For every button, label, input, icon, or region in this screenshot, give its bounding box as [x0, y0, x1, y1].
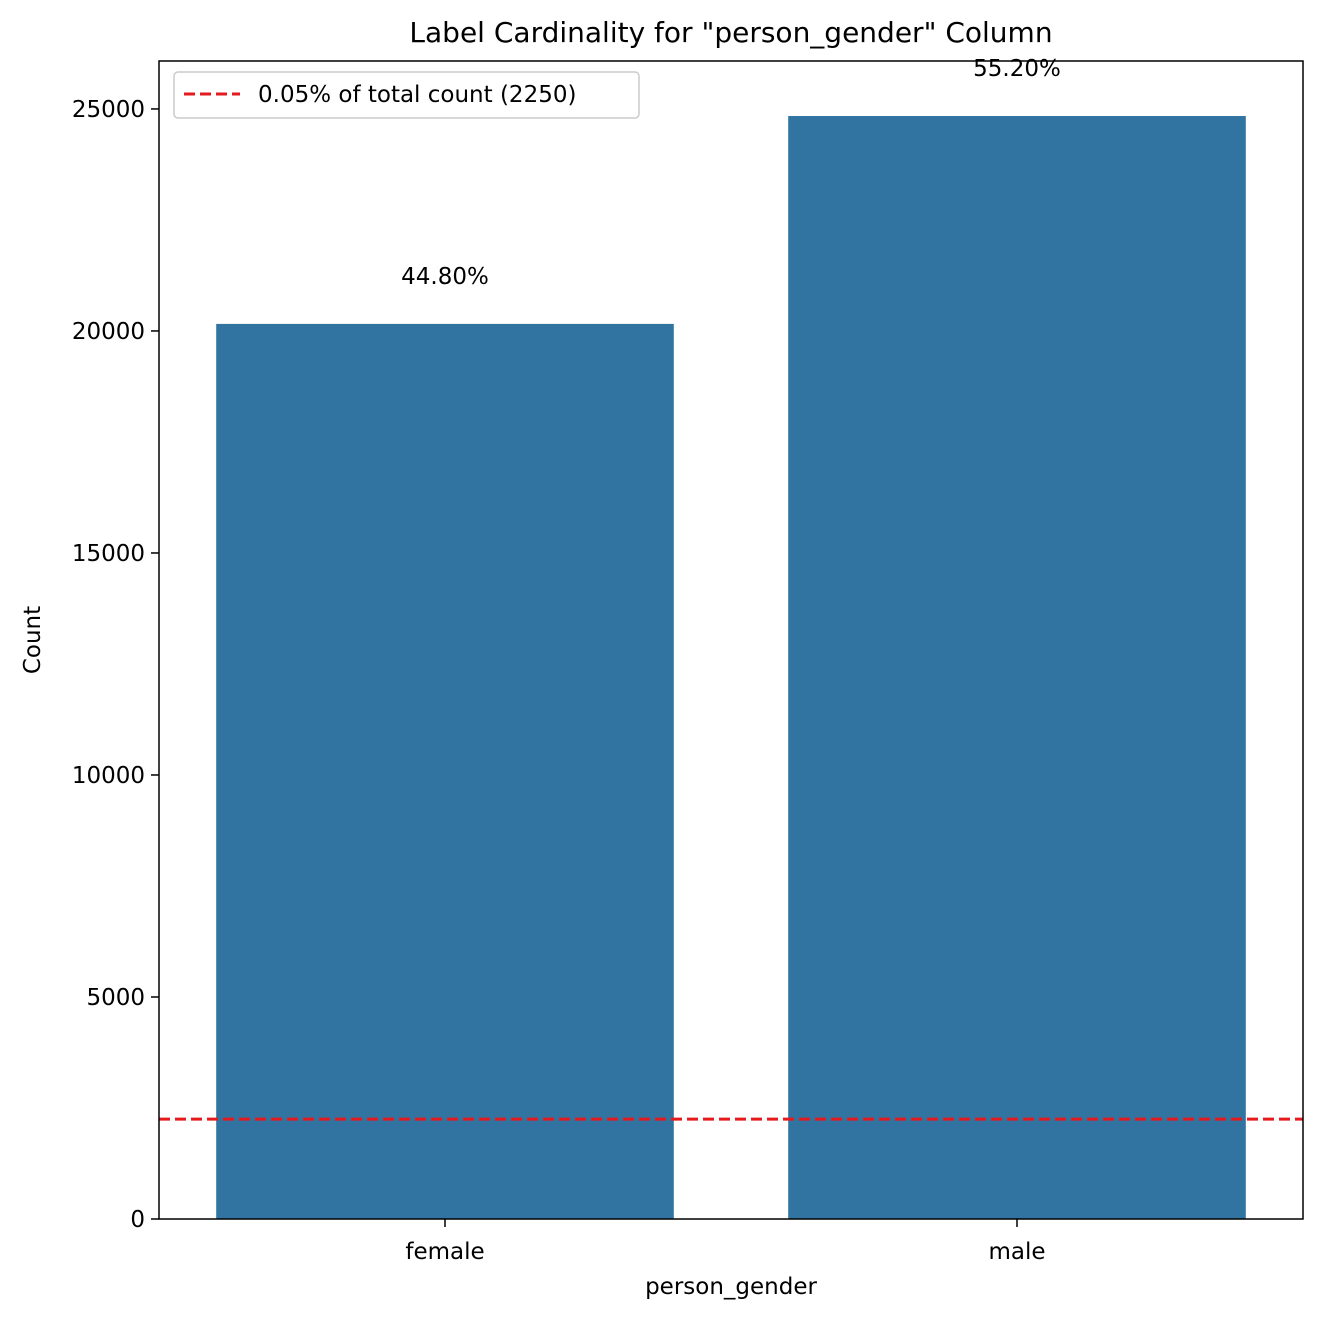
chart-title: Label Cardinality for "person_gender" Co… [409, 16, 1052, 49]
legend-label: 0.05% of total count (2250) [258, 82, 576, 108]
bar-female [216, 323, 674, 1219]
y-tick-label-20000: 20000 [72, 319, 145, 345]
x-tick-label-female: female [405, 1239, 484, 1265]
y-axis: 0 5000 10000 15000 20000 25000 [72, 97, 159, 1233]
legend-box [173, 71, 640, 119]
x-axis: female male [405, 1219, 1046, 1265]
legend: 0.05% of total count (2250) [173, 71, 640, 119]
y-tick-label-0: 0 [130, 1207, 145, 1233]
x-tick-label-male: male [988, 1239, 1045, 1265]
y-axis-title: Count [20, 606, 46, 674]
bar-label-male: 55.20% [973, 56, 1061, 82]
x-axis-title: person_gender [645, 1274, 817, 1300]
bar-male [788, 116, 1246, 1219]
y-tick-label-25000: 25000 [72, 97, 145, 123]
bars-group [216, 116, 1246, 1219]
y-tick-label-10000: 10000 [72, 763, 145, 789]
y-tick-label-15000: 15000 [72, 541, 145, 567]
y-tick-label-5000: 5000 [86, 985, 145, 1011]
plot-frame [158, 60, 1304, 1220]
bar-label-female: 44.80% [401, 264, 489, 290]
